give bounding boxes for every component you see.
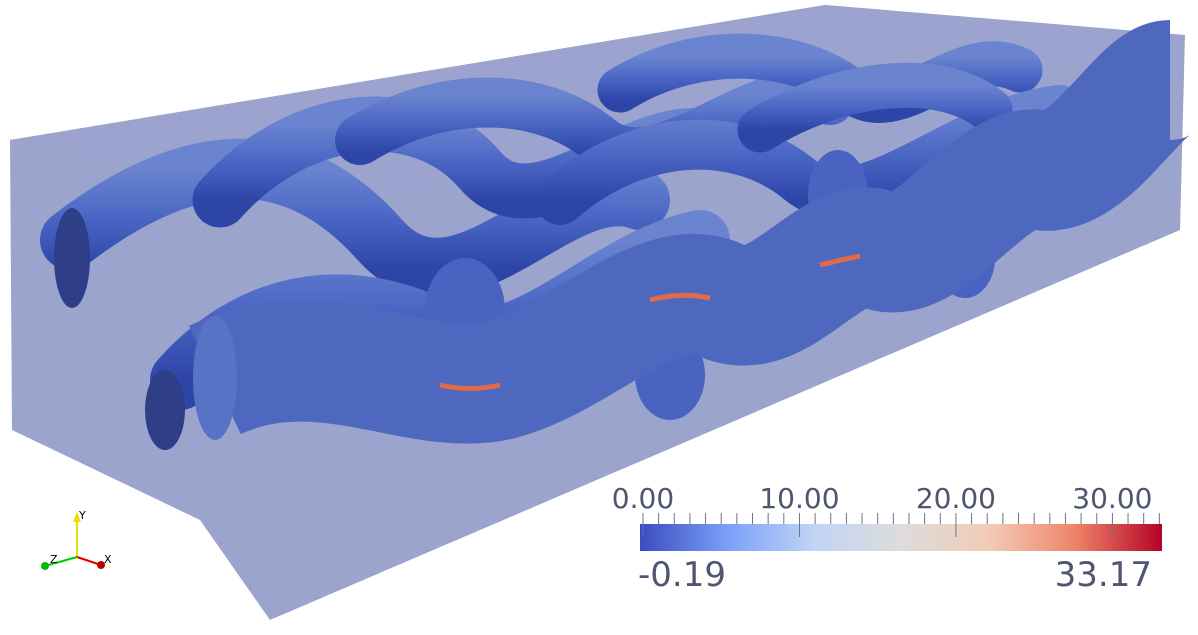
colorbar-tick-label: 0.00 [611, 482, 675, 515]
z-axis-label: Z [50, 553, 58, 566]
colorbar-ticks [642, 513, 1160, 537]
colorbar-tick-label: 20.00 [915, 482, 997, 515]
z-axis-arrow-icon [41, 562, 49, 570]
tube-end [54, 208, 90, 308]
wavy-tube-hot-edge [439, 253, 861, 391]
tube-end [145, 370, 185, 450]
colorbar-gradient [640, 524, 1162, 551]
colorbar-max-label: 33.17 [1054, 555, 1152, 595]
x-axis-arrow-icon [97, 561, 105, 569]
colorbar-tick-label: 10.00 [759, 482, 840, 515]
x-axis-label: X [104, 553, 112, 566]
wavy-tube [189, 20, 1194, 444]
y-axis-label: Y [79, 509, 86, 522]
colorbar-min-label: -0.19 [638, 555, 726, 595]
y-axis-arrow-icon [73, 512, 81, 522]
orientation-axes [41, 512, 105, 570]
colorbar-tick-label: 30.00 [1072, 482, 1153, 515]
tube-end [193, 316, 237, 440]
